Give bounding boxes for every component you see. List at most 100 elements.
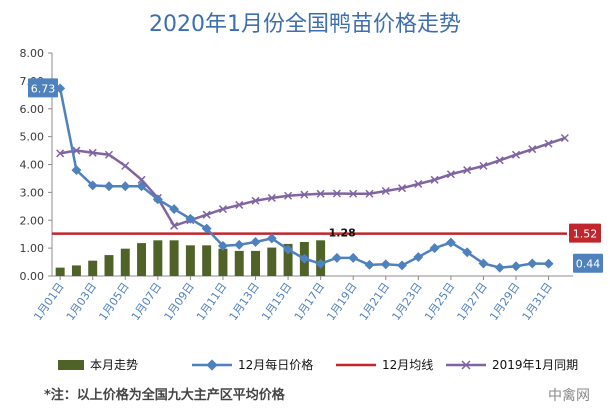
daily-price-point [152,194,163,205]
x-tick-label: 1月09日 [162,280,197,323]
prev-year-point [56,149,65,158]
prev-year-point [479,161,488,170]
prev-year-point [463,166,472,175]
prev-year-point [218,205,227,214]
prev-year-point [544,139,553,148]
y-tick-label: 8.00 [20,47,45,60]
daily-price-point [87,180,98,191]
daily-price-point [543,258,554,269]
x-tick-label: 1月01日 [31,280,66,323]
x-tick-label: 1月13日 [227,280,262,323]
daily-price-point [185,213,196,224]
x-tick-label: 1月19日 [324,280,359,323]
x-tick-label: 1月11日 [194,280,229,323]
footnote: *注：以上价格为全国九大主产区平均价格 [44,388,285,403]
daily-price-point [283,244,294,255]
bar [104,255,114,276]
y-tick-label: 4.00 [20,159,45,172]
daily-price-point [136,181,147,192]
legend-label-avg: 12月均线 [382,358,434,372]
legend-item-bars: 本月走势 [58,356,138,373]
daily-price-point [71,165,82,176]
bar [283,243,293,276]
daily-price-point [527,258,538,269]
legend-label-daily: 12月每日价格 [238,358,314,372]
prev-year-point [528,145,537,154]
daily-price-line [58,88,549,269]
prev-year-point [398,184,407,193]
daily-price-point [348,252,359,263]
bar [137,243,147,276]
daily-price-point [120,181,131,192]
watermark: 中禽网 [548,388,590,404]
bar [88,260,98,276]
avg-label-box [569,223,601,243]
prev-year-point [284,191,293,200]
x-tick-label: 1月03日 [64,280,99,323]
daily-price-point [234,239,245,250]
prev-year-point [560,133,569,143]
daily-price-point [331,252,342,263]
legend-label-bars: 本月走势 [90,358,139,372]
end-label-box [573,253,603,273]
legend-swatch-bars [58,359,84,370]
daily-price-point [218,240,228,251]
prev-year-point [332,189,341,198]
bar [185,245,195,276]
prev-year-point [511,150,521,159]
daily-price-point [397,260,407,271]
prev-year-point [430,175,439,184]
bar [169,240,179,276]
daily-price-point [511,261,521,272]
x-tick-label: 1月29日 [487,280,522,323]
legend-swatch-daily [192,358,232,371]
end-label-text: 0.44 [576,258,601,271]
bar [251,250,260,276]
prev-year-point [316,189,325,198]
prev-year-point [365,189,374,198]
x-tick-label: 1月17日 [292,280,327,323]
prev-year-point [414,179,423,189]
daily-price-point [266,233,277,244]
start-label-box [28,78,58,98]
daily-price-point [478,258,489,269]
avg-label-text: 1.52 [573,228,598,241]
y-tick-label: 3.00 [20,186,45,199]
daily-price-point [380,259,391,270]
y-tick-label: 1.00 [20,242,45,255]
x-tick-label: 1月27日 [455,280,490,323]
bar [267,247,277,276]
prev-year-point [235,200,244,209]
y-tick-label: 2.00 [20,214,45,227]
bar [234,250,244,276]
x-tick-label: 1月07日 [129,280,164,323]
y-tick-label: 6.00 [20,103,45,116]
daily-price-point [364,259,375,270]
bar [55,267,65,276]
daily-price-point [104,181,114,192]
bar [153,240,163,276]
daily-price-point [169,204,180,215]
bar [71,265,81,276]
daily-price-point [250,237,261,247]
prev-year-point [251,196,260,205]
prev-year-point [137,175,146,184]
prev-year-point [202,210,211,219]
prev-year-point [300,190,309,199]
x-tick-label: 1月23日 [389,280,424,323]
prev-year-point [121,161,130,170]
chart-title: 2020年1月份全国鸭苗价格走势 [149,12,461,37]
legend-item-avg: 12月均线 [336,356,433,373]
prev-year-point [495,156,504,165]
daily-price-point [462,247,473,258]
legend-item-daily: 12月每日价格 [192,356,313,373]
x-tick-label: 1月05日 [96,280,131,323]
bar [316,240,326,276]
daily-price-point [201,223,212,234]
daily-price-point [429,243,440,254]
prev-year-point [88,148,97,157]
prev-year-point [104,150,114,159]
x-tick-label: 1月15日 [259,280,294,323]
bar [218,248,228,276]
